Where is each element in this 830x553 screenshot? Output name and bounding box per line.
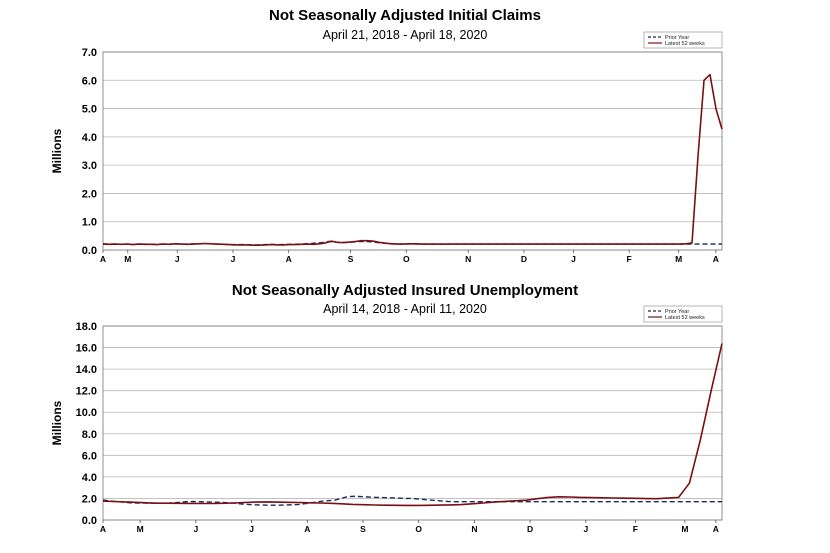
y-tick-label: 0.0 (82, 515, 97, 527)
x-tick-label: F (627, 254, 632, 264)
plot-area (102, 51, 723, 251)
legend-label-prior: Prior Year (665, 35, 689, 41)
x-tick-label: M (124, 254, 131, 264)
latest-52-weeks-line (102, 343, 723, 507)
x-tick-label: J (193, 524, 198, 534)
x-tick-label: A (713, 254, 719, 264)
x-tick-label: S (348, 254, 354, 264)
latest-52-weeks-line (102, 73, 723, 246)
y-tick-label: 2.0 (82, 188, 97, 200)
y-tick-label: 6.0 (82, 450, 97, 462)
chart-title: Not Seasonally Adjusted Insured Unemploy… (231, 282, 579, 299)
y-tick-label: 7.0 (82, 47, 97, 59)
initial-claims-chart: 0.0 1.0 2.0 3.0 4.0 5.0 6.0 7.0 A M J J A S O N D J F M A Mil… (50, 31, 723, 264)
x-tick-label: A (304, 524, 310, 534)
x-tick-label: J (583, 524, 588, 534)
legend-label-prior: Prior Year (665, 309, 689, 315)
y-tick-label: 1.0 (82, 217, 97, 229)
y-tick-label: 0.0 (82, 245, 97, 257)
x-tick-label: D (527, 524, 533, 534)
x-tick-label: J (231, 254, 236, 264)
y-tick-label: 5.0 (82, 104, 97, 116)
plot-area (102, 325, 723, 521)
initial-claims-panel: Not Seasonally Adjusted Initial Claims A… (0, 0, 830, 270)
legend-label-latest: Latest 52 weeks (665, 41, 705, 47)
y-tick-label: 12.0 (76, 386, 97, 398)
x-tick-label: A (286, 254, 292, 264)
insured-unemployment-panel: Not Seasonally Adjusted Insured Unemploy… (0, 278, 830, 553)
x-tick-label: O (415, 524, 422, 534)
x-tick-label: N (465, 254, 471, 264)
y-tick-label: 2.0 (82, 493, 97, 505)
x-tick-label: N (471, 524, 477, 534)
y-tick-label: 8.0 (82, 429, 97, 441)
x-tick-label: M (681, 524, 688, 534)
y-tick-label: 14.0 (76, 364, 97, 376)
y-axis-label: Millions (50, 400, 64, 445)
x-tick-label: D (521, 254, 527, 264)
x-tick-label: A (100, 524, 106, 534)
chart-title: Not Seasonally Adjusted Initial Claims (268, 7, 541, 24)
x-tick-label: O (403, 254, 410, 264)
y-axis-label: Millions (50, 128, 64, 173)
y-tick-label: 18.0 (76, 321, 97, 333)
legend-label-latest: Latest 52 weeks (665, 315, 705, 321)
x-tick-label: J (571, 254, 576, 264)
x-tick-label: J (175, 254, 180, 264)
x-tick-label: M (137, 524, 144, 534)
chart-subtitle: April 14, 2018 - April 11, 2020 (323, 302, 487, 316)
chart-subtitle: April 21, 2018 - April 18, 2020 (322, 28, 488, 42)
y-tick-label: 4.0 (82, 132, 97, 144)
x-tick-label: F (633, 524, 638, 534)
insured-unemployment-chart: 0.0 2.0 4.0 6.0 8.0 10.0 12.0 14.0 16.0 18.0 A M J J A… (50, 305, 723, 534)
x-tick-label: A (713, 524, 719, 534)
x-tick-label: A (100, 254, 106, 264)
legend-box (643, 31, 723, 49)
x-tick-label: J (249, 524, 254, 534)
y-tick-label: 10.0 (76, 407, 97, 419)
x-tick-label: M (675, 254, 682, 264)
x-tick-label: S (360, 524, 366, 534)
y-tick-label: 3.0 (82, 160, 97, 172)
y-tick-label: 6.0 (82, 75, 97, 87)
legend-box (643, 305, 723, 323)
y-tick-label: 4.0 (82, 472, 97, 484)
y-tick-label: 16.0 (76, 343, 97, 355)
